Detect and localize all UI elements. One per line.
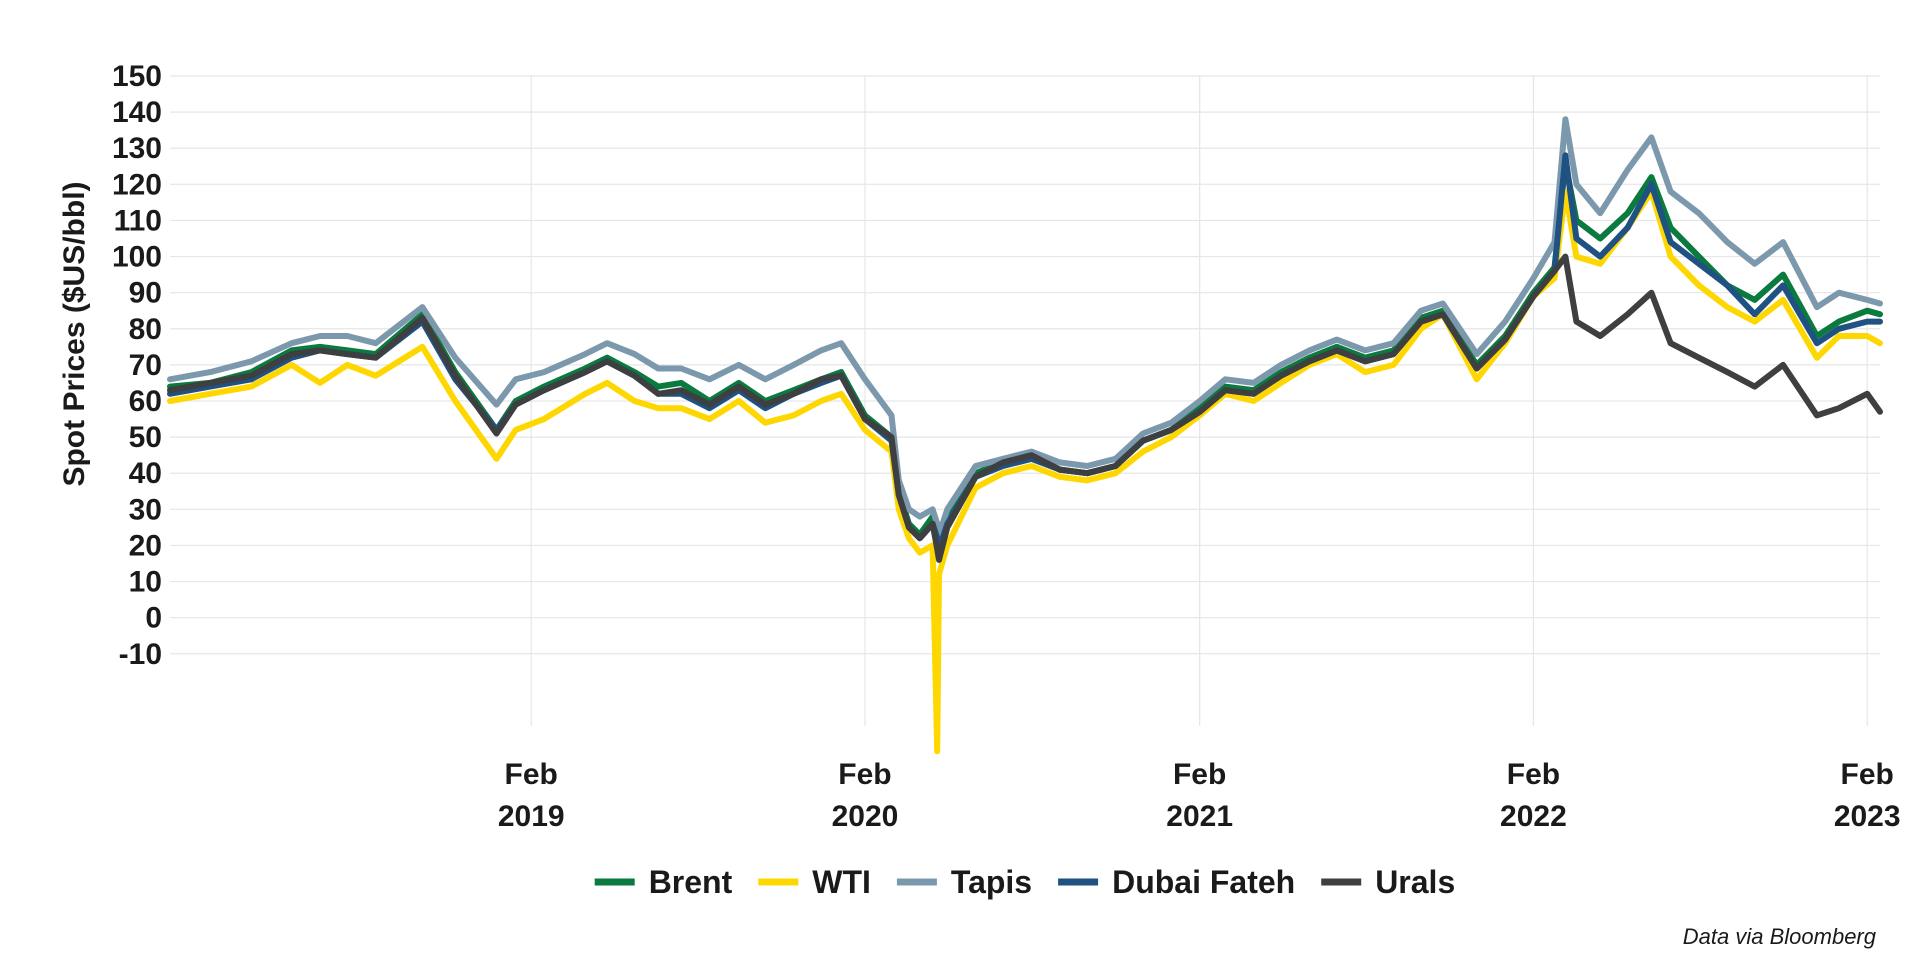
legend: Brent WTI Tapis Dubai Fateh Urals	[594, 864, 1455, 900]
x-tick-label-year: 2023	[1834, 800, 1901, 833]
x-tick-label-year: 2022	[1500, 800, 1567, 833]
series-line-urals	[167, 253, 1883, 563]
y-tick-label: 130	[112, 132, 162, 165]
x-tick-label-month: Feb	[1173, 758, 1226, 791]
x-tick-label-month: Feb	[1841, 758, 1894, 791]
x-tick-label-month: Feb	[505, 758, 558, 791]
x-tick-label-year: 2019	[498, 800, 565, 833]
x-tick-label-month: Feb	[1507, 758, 1560, 791]
y-tick-label: 30	[129, 493, 162, 526]
caption: Data via Bloomberg	[1683, 924, 1877, 949]
legend-label: Brent	[649, 864, 733, 900]
x-tick-label-year: 2021	[1166, 800, 1233, 833]
y-axis-title: Spot Prices ($US/bbl)	[58, 181, 91, 486]
legend-item: WTI	[758, 864, 871, 900]
series-layer	[167, 116, 1883, 755]
series-line-wti	[167, 188, 1883, 755]
y-tick-label: 50	[129, 421, 162, 454]
x-axis-ticks: Feb 2019 Feb 2020 Feb 2021 Feb 2022 Feb 2023	[498, 758, 1901, 833]
y-tick-label: 40	[129, 457, 162, 490]
legend-item: Tapis	[896, 864, 1032, 900]
legend-label: WTI	[812, 864, 871, 900]
y-tick-label: 140	[112, 96, 162, 129]
series-line-tapis	[167, 116, 1883, 538]
legend-label: Tapis	[951, 864, 1032, 900]
legend-label: Urals	[1375, 864, 1455, 900]
y-tick-label: 110	[114, 204, 162, 237]
x-tick-label-year: 2020	[832, 800, 899, 833]
y-tick-label: -10	[119, 638, 162, 671]
legend-item: Urals	[1321, 864, 1455, 900]
y-tick-label: 150	[112, 60, 162, 93]
legend-item: Dubai Fateh	[1058, 864, 1295, 900]
y-tick-label: 90	[129, 277, 162, 310]
y-tick-label: 80	[129, 313, 162, 346]
y-tick-label: 60	[129, 385, 162, 418]
y-tick-label: 0	[145, 602, 162, 635]
y-tick-label: 120	[112, 168, 162, 201]
grid-layer	[170, 75, 1880, 726]
y-tick-label: 20	[129, 529, 162, 562]
legend-label: Dubai Fateh	[1112, 864, 1295, 900]
x-tick-label-month: Feb	[838, 758, 891, 791]
y-tick-label: 100	[112, 241, 162, 274]
y-tick-label: 70	[129, 349, 162, 382]
legend-item: Brent	[594, 864, 733, 900]
y-tick-label: 10	[129, 566, 162, 599]
